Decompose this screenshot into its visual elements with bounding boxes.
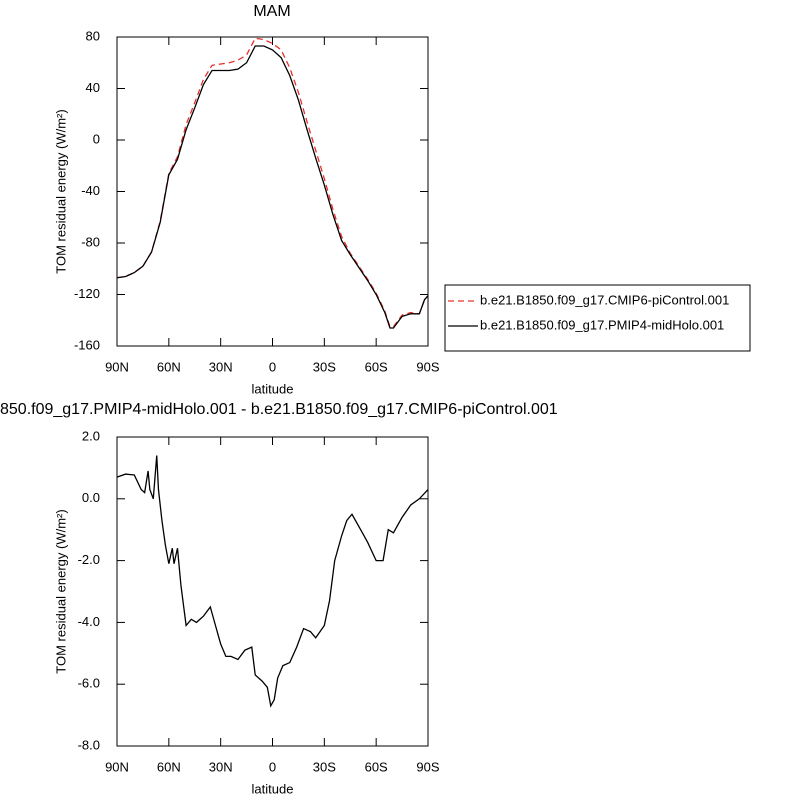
x-tick-label: 60S [365, 759, 388, 774]
x-tick-label: 30S [313, 759, 336, 774]
x-tick-label: 90N [105, 759, 129, 774]
legend-label: b.e21.B1850.f09_g17.CMIP6-piControl.001 [480, 292, 729, 307]
y-tick-label: -2.0 [78, 552, 100, 567]
plot-frame [116, 36, 429, 347]
x-tick-label: 30S [313, 359, 336, 374]
x-tick-label: 60S [365, 359, 388, 374]
y-axis-label: TOM residual energy (W/m²) [53, 509, 68, 673]
y-tick-label: 80 [86, 28, 100, 43]
data-line [116, 37, 429, 328]
y-tick-label: 0 [93, 131, 100, 146]
data-line [116, 45, 429, 329]
y-tick-label: -80 [81, 234, 100, 249]
y-tick-label: -120 [74, 286, 100, 301]
x-tick-label: 30N [209, 759, 233, 774]
legend-box [444, 284, 751, 352]
y-tick-label: -160 [74, 337, 100, 352]
chart-title: MAM [253, 3, 290, 20]
y-tick-label: 2.0 [82, 428, 100, 443]
x-tick-label: 30N [209, 359, 233, 374]
x-tick-label: 60N [157, 759, 181, 774]
x-tick-label: 60N [157, 359, 181, 374]
x-tick-label: 0 [269, 359, 276, 374]
data-line [116, 455, 429, 708]
y-axis-label: TOM residual energy (W/m²) [53, 109, 68, 273]
y-tick-label: 0.0 [82, 490, 100, 505]
chart-title: 850.f09_g17.PMIP4-midHolo.001 - b.e21.B1… [0, 401, 558, 418]
x-tick-label: 90S [416, 759, 439, 774]
x-tick-label: 90N [105, 359, 129, 374]
x-axis-label: latitude [252, 781, 294, 796]
y-tick-label: -40 [81, 183, 100, 198]
x-axis-label: latitude [252, 381, 294, 396]
y-tick-label: -8.0 [78, 737, 100, 752]
y-tick-label: -4.0 [78, 614, 100, 629]
x-tick-label: 0 [269, 759, 276, 774]
y-tick-label: 40 [86, 80, 100, 95]
legend-label: b.e21.B1850.f09_g17.PMIP4-midHolo.001 [480, 317, 724, 332]
y-tick-label: -6.0 [78, 676, 100, 691]
plot-frame [116, 436, 429, 747]
x-tick-label: 90S [416, 359, 439, 374]
